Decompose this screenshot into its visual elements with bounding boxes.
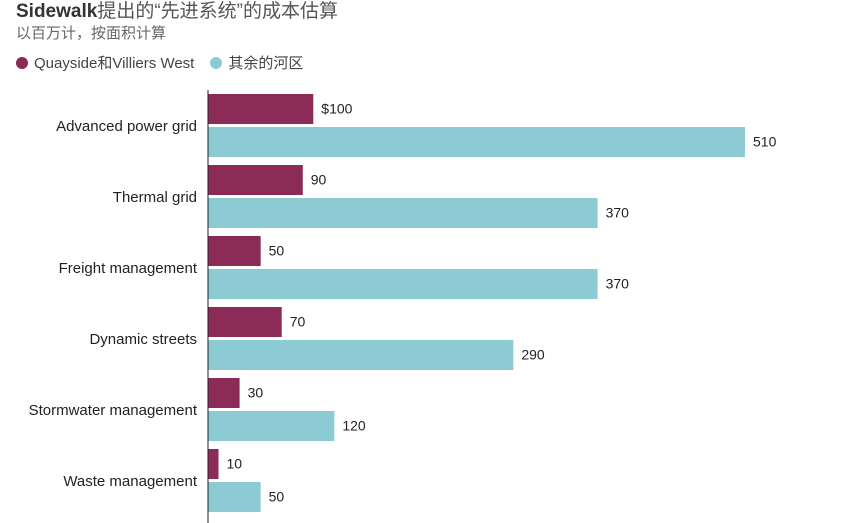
bar-quayside-freight-management	[208, 236, 261, 266]
legend-item-quayside: Quayside和Villiers West	[16, 52, 194, 73]
legend-swatch-quayside	[16, 56, 28, 69]
bar-quayside-thermal-grid	[208, 165, 303, 195]
chart-subtitle: 以百万计，按面积计算	[16, 25, 167, 42]
legend: Quayside和Villiers West 其余的河区	[16, 52, 319, 73]
category-label-dynamic-streets: Dynamic streets	[89, 331, 197, 348]
legend-swatch-rest	[210, 56, 223, 69]
bar-rest-thermal-grid	[208, 198, 598, 228]
legend-item-rest: 其余的河区	[210, 52, 303, 73]
legend-label-rest: 其余的河区	[228, 55, 304, 72]
bar-rest-waste-management	[208, 482, 261, 512]
bar-quayside-dynamic-streets	[208, 307, 282, 337]
bar-rest-advanced-power-grid	[208, 127, 745, 157]
bar-quayside-waste-management	[208, 449, 219, 479]
data-label-rest-stormwater-management: 120	[342, 418, 366, 434]
data-label-rest-freight-management: 370	[606, 276, 630, 292]
bar-rest-stormwater-management	[208, 411, 335, 441]
category-label-thermal-grid: Thermal grid	[113, 189, 197, 206]
bar-quayside-advanced-power-grid	[208, 94, 314, 124]
data-label-quayside-thermal-grid: 90	[311, 172, 327, 188]
category-label-stormwater-management: Stormwater management	[29, 402, 198, 419]
category-label-advanced-power-grid: Advanced power grid	[56, 118, 197, 135]
data-label-rest-dynamic-streets: 290	[521, 347, 545, 363]
data-label-quayside-stormwater-management: 30	[248, 385, 264, 401]
data-label-rest-waste-management: 50	[269, 489, 285, 505]
chart-title-bold: Sidewalk	[16, 1, 98, 22]
bar-quayside-stormwater-management	[208, 378, 240, 408]
bar-rest-dynamic-streets	[208, 340, 514, 370]
category-label-freight-management: Freight management	[59, 260, 198, 277]
chart-title: Sidewalk提出的“先进系统”的成本估算	[16, 0, 338, 23]
chart-title-rest: 提出的“先进系统”的成本估算	[97, 1, 338, 22]
data-label-quayside-dynamic-streets: 70	[290, 314, 306, 330]
data-label-quayside-advanced-power-grid: $100	[321, 101, 352, 117]
data-label-quayside-waste-management: 10	[227, 456, 243, 472]
bar-rest-freight-management	[208, 269, 598, 299]
data-label-rest-thermal-grid: 370	[606, 205, 630, 221]
legend-label-quayside: Quayside和Villiers West	[34, 55, 195, 72]
data-label-quayside-freight-management: 50	[269, 243, 285, 259]
data-label-rest-advanced-power-grid: 510	[753, 134, 777, 150]
category-label-waste-management: Waste management	[63, 473, 198, 490]
